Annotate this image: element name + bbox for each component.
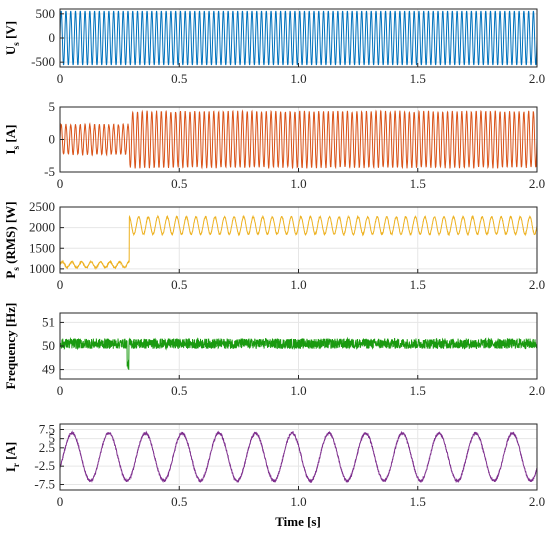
x-tick-label: 1.5 <box>410 71 426 86</box>
y-tick-label: 2.5 <box>39 440 55 455</box>
x-tick-label: 1.0 <box>290 383 306 398</box>
x-tick-label: 2.0 <box>529 176 545 191</box>
y-tick-label: -7.5 <box>34 477 55 492</box>
x-tick-label: 0.5 <box>171 494 187 509</box>
x-tick-label: 1.0 <box>290 494 306 509</box>
y-tick-label: 1500 <box>29 240 55 255</box>
x-tick-label: 2.0 <box>529 494 545 509</box>
series-line-1 <box>59 10 538 66</box>
y-tick-label: -2.5 <box>34 458 55 473</box>
y-axis-title: Us [V] <box>3 21 21 55</box>
chart-panel-4: 0 0.5 1.0 1.5 2.0 51 50 49 Frequency [Hz] <box>3 303 545 398</box>
y-tick-label: 1000 <box>29 261 55 276</box>
y-tick-label: 0 <box>49 132 56 147</box>
y-tick-label: 51 <box>42 314 55 329</box>
y-tick-label: 2000 <box>29 220 55 235</box>
y-axis-title: Ir [A] <box>3 442 21 472</box>
x-tick-label: 0.5 <box>171 71 187 86</box>
x-tick-label: 1.0 <box>290 277 306 292</box>
y-tick-label: -500 <box>31 54 55 69</box>
x-tick-label: 0.5 <box>171 383 187 398</box>
series-line-5 <box>59 430 538 484</box>
y-axis-title: Is [A] <box>3 125 21 155</box>
x-tick-label: 0.5 <box>171 176 187 191</box>
y-tick-label: 500 <box>36 6 56 21</box>
x-tick-label: 2.0 <box>529 71 545 86</box>
y-tick-label: -5 <box>44 164 55 179</box>
x-tick-label: 0 <box>57 277 64 292</box>
x-tick-label: 2.0 <box>529 383 545 398</box>
x-axis-title: Time [s] <box>275 514 321 529</box>
y-axis-title: Frequency [Hz] <box>3 303 18 390</box>
y-tick-label: 2500 <box>29 199 55 214</box>
x-tick-label: 2.0 <box>529 277 545 292</box>
y-tick-label: 7.5 <box>39 422 55 437</box>
x-tick-label: 0.5 <box>171 277 187 292</box>
series-line-3 <box>59 214 538 270</box>
y-tick-label: 5 <box>49 99 56 114</box>
series-line-4 <box>59 336 538 370</box>
chart-panel-3: 0 0.5 1.0 1.5 2.0 2500 2000 1500 1000 Ps (RMS) [W… <box>3 199 545 292</box>
y-tick-label: 5 <box>49 431 56 446</box>
y-tick-label: 0 <box>49 30 56 45</box>
x-tick-label: 1.5 <box>410 176 426 191</box>
x-tick-label: 1.5 <box>410 383 426 398</box>
x-tick-label: 1.0 <box>290 71 306 86</box>
chart-panel-2: 0 0.5 1.0 1.5 2.050-5Is [A] <box>3 99 545 191</box>
y-axis-title: Ps (RMS) [W] <box>3 201 21 278</box>
x-tick-label: 1.5 <box>410 494 426 509</box>
series-line-2 <box>59 109 538 170</box>
chart-panel-5: 0 0.5 1.0 1.5 2.0 7.552.5 -2.5 -7.5 Ir [A] <box>3 422 545 510</box>
x-tick-label: 0 <box>57 71 64 86</box>
x-tick-label: 0 <box>57 494 64 509</box>
x-tick-label: 1.0 <box>290 176 306 191</box>
y-tick-label: 50 <box>42 338 55 353</box>
x-tick-label: 0 <box>57 176 64 191</box>
x-tick-label: 1.5 <box>410 277 426 292</box>
y-tick-label: 49 <box>42 362 55 377</box>
x-tick-label: 0 <box>57 383 64 398</box>
